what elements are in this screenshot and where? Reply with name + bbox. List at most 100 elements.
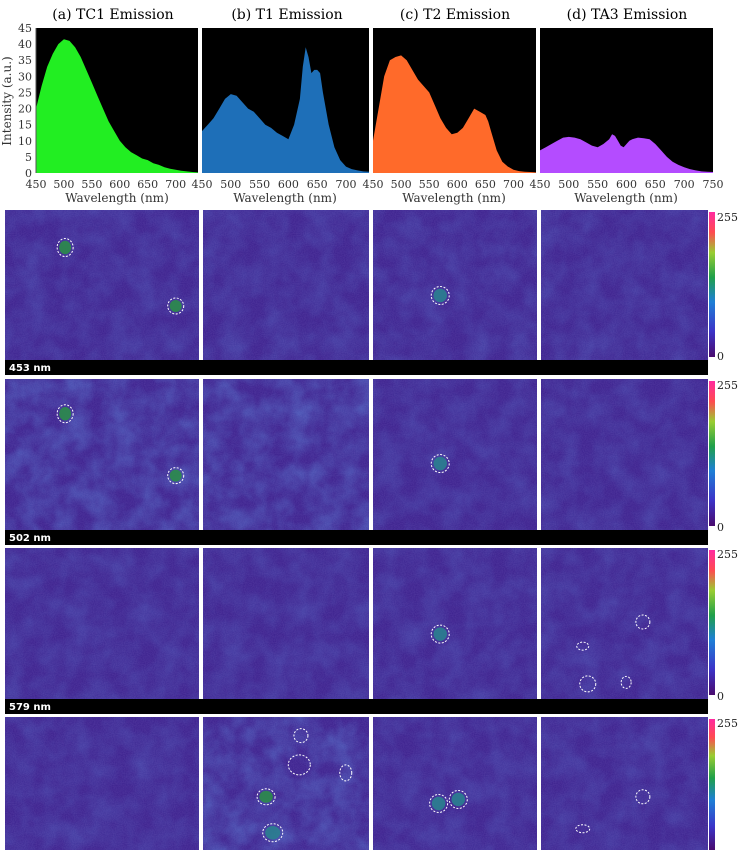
panel-d-xtick: 550 xyxy=(587,178,608,191)
colorbar-4-max: 255 xyxy=(717,717,738,730)
cell-signal xyxy=(451,792,466,807)
cell-signal xyxy=(259,790,273,803)
panel-a-ytick: 40 xyxy=(18,38,32,51)
spectrum-c-area xyxy=(373,55,536,173)
panel-c-title: (c) T2 Emission xyxy=(400,7,510,23)
panel-a-xtick: 500 xyxy=(53,178,74,191)
spectrum-d-area xyxy=(540,134,713,173)
spectrum-b-area xyxy=(202,47,369,173)
image-cell-r2-c2 xyxy=(203,379,369,530)
panel-c-xtick: 650 xyxy=(475,178,496,191)
band-502 xyxy=(5,530,708,545)
panel-a-xtick: 450 xyxy=(26,178,47,191)
image-cell-r1-c2 xyxy=(203,210,369,360)
panel-a-ytick: 10 xyxy=(18,135,32,148)
colorbar-2-max: 255 xyxy=(717,379,738,392)
spectra-layer: 450 500 550 600 650 700 0 5 10 15 20 25 30 35 40 45 450 5… xyxy=(18,22,724,191)
panel-b-xtick: 450 xyxy=(192,178,213,191)
spectrum-a-area xyxy=(36,39,198,173)
panel-c-xtick: 450 xyxy=(363,178,384,191)
panel-c-xtick: 700 xyxy=(503,178,524,191)
panel-d-xtick: 700 xyxy=(674,178,695,191)
image-cell-r3-c2 xyxy=(203,548,369,699)
cell-signal xyxy=(59,240,72,255)
panel-d-title: (d) TA3 Emission xyxy=(567,7,688,23)
panel-a-ytick: 15 xyxy=(18,119,32,132)
cell-signal xyxy=(431,796,446,811)
panel-d-xlabel: Wavelength (nm) xyxy=(574,191,678,205)
colorbar-4 xyxy=(709,719,715,850)
cell-outline xyxy=(167,467,185,485)
cell-outline xyxy=(56,238,74,257)
image-cell-r2-c1 xyxy=(5,379,199,530)
panel-a-xtick: 550 xyxy=(81,178,102,191)
cell-outline xyxy=(339,764,353,782)
panel-b-xlabel: Wavelength (nm) xyxy=(233,191,337,205)
y-axis-label: Intensity (a.u.) xyxy=(0,56,14,145)
panel-d-xtick: 500 xyxy=(558,178,579,191)
image-grid xyxy=(5,210,708,850)
cell-outline xyxy=(575,824,591,834)
image-cell-r1-c4 xyxy=(541,210,708,360)
panel-a-title: (a) TC1 Emission xyxy=(52,7,173,23)
cell-outline xyxy=(429,793,449,813)
band-579 xyxy=(5,699,708,714)
cell-signal xyxy=(433,456,447,471)
colorbar-1-max: 255 xyxy=(717,211,738,224)
image-cell-r3-c3 xyxy=(373,548,537,699)
colorbar-3 xyxy=(709,550,715,695)
cell-signal xyxy=(169,469,182,482)
cell-outline xyxy=(620,675,632,689)
panel-d-xtick: 750 xyxy=(703,178,724,191)
cell-outline xyxy=(262,823,284,843)
panel-a-xlabel: Wavelength (nm) xyxy=(65,191,169,205)
panel-a-xtick: 700 xyxy=(165,178,186,191)
cell-outline xyxy=(256,788,276,806)
cell-outline xyxy=(287,754,311,776)
panel-a-ytick: 20 xyxy=(18,103,32,116)
band-label-502: 502 nm xyxy=(9,533,51,544)
panel-d-xtick: 600 xyxy=(616,178,637,191)
panel-b-xtick: 650 xyxy=(307,178,328,191)
image-cell-r4-c1 xyxy=(5,717,199,850)
panel-a-ytick: 30 xyxy=(18,70,32,83)
panel-b-xtick: 700 xyxy=(336,178,357,191)
colorbar-3-min: 0 xyxy=(717,690,724,703)
panel-b-xtick: 500 xyxy=(220,178,241,191)
panel-a-xtick: 600 xyxy=(109,178,130,191)
image-cell-r3-c1 xyxy=(5,548,199,699)
image-cell-r4-c2 xyxy=(203,717,369,850)
panel-c-xlabel: Wavelength (nm) xyxy=(402,191,506,205)
cell-outline xyxy=(293,728,309,744)
colorbar-2-min: 0 xyxy=(717,521,724,534)
panel-a-ytick: 25 xyxy=(18,86,32,99)
cell-signal xyxy=(169,300,182,312)
image-cell-r3-c4 xyxy=(541,548,708,699)
panel-a-xtick: 650 xyxy=(137,178,158,191)
panel-c-xtick: 500 xyxy=(391,178,412,191)
cell-outline xyxy=(635,789,651,805)
image-cell-r4-c4 xyxy=(541,717,708,850)
image-cell-r1-c1 xyxy=(5,210,199,360)
cell-outline xyxy=(635,614,651,630)
image-cell-r4-c3 xyxy=(373,717,537,850)
image-cell-r1-c3 xyxy=(373,210,537,360)
colorbar-1 xyxy=(709,212,715,357)
cell-outline xyxy=(430,286,450,305)
panel-b-xtick: 600 xyxy=(278,178,299,191)
panel-a-ytick: 35 xyxy=(18,54,32,67)
cell-outline xyxy=(56,404,74,424)
cell-outline xyxy=(448,789,468,809)
panel-a-ytick: 5 xyxy=(25,151,32,164)
cell-signal xyxy=(59,406,72,421)
colorbar-1-min: 0 xyxy=(717,350,724,363)
panel-d-xtick: 650 xyxy=(645,178,666,191)
cell-signal xyxy=(433,288,447,303)
band-453 xyxy=(5,360,708,375)
cell-outline xyxy=(430,624,450,644)
panel-b-title: (b) T1 Emission xyxy=(231,7,342,23)
panel-b-xtick: 550 xyxy=(249,178,270,191)
cell-signal xyxy=(433,627,447,641)
cell-signal xyxy=(265,825,281,840)
